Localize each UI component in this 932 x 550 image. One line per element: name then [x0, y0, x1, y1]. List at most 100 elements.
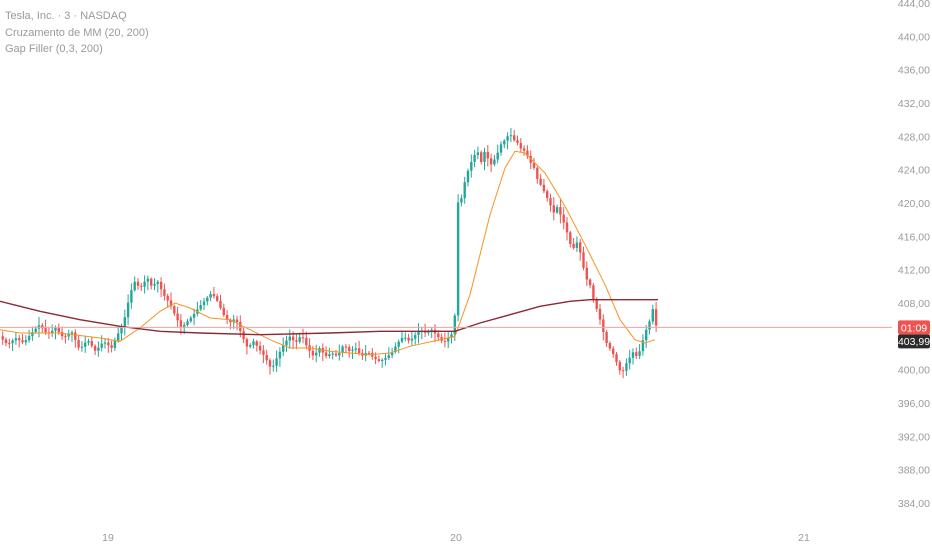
candle-body — [348, 347, 351, 351]
candle-body — [107, 342, 110, 346]
x-tick-label: 19 — [102, 532, 114, 544]
candle-body — [466, 170, 470, 183]
candle-body — [18, 338, 21, 341]
candle-body — [357, 348, 361, 353]
candle-body — [225, 315, 229, 320]
candle-body — [150, 278, 153, 286]
candle-body — [489, 158, 493, 165]
candle-body — [341, 346, 344, 353]
candle-body — [641, 340, 645, 352]
candle-body — [199, 305, 202, 310]
candle-body — [51, 330, 54, 334]
candle-body — [443, 340, 447, 342]
candle-body — [552, 205, 555, 213]
candle-body — [258, 345, 262, 351]
candle-body — [605, 331, 608, 344]
y-tick-label: 396,00 — [898, 398, 930, 410]
candle-body — [654, 309, 658, 326]
candle-body — [268, 360, 272, 367]
candle-body — [318, 348, 321, 353]
legend-symbol[interactable]: Tesla, Inc. · 3 · NASDAQ — [5, 10, 127, 22]
candle-body — [143, 281, 146, 287]
candle-body — [417, 330, 420, 336]
candle-body — [298, 337, 301, 342]
candle-body — [397, 341, 400, 347]
time-axis[interactable]: 19 20 21 — [102, 532, 810, 544]
candle-body — [542, 184, 546, 192]
candle-body — [70, 332, 74, 334]
candle-body — [572, 243, 575, 248]
candle-body — [503, 140, 506, 145]
candle-body — [291, 336, 295, 341]
candle-body — [506, 136, 509, 141]
candle-body — [394, 346, 397, 353]
candle-body — [387, 355, 390, 359]
candle-body — [473, 155, 476, 162]
y-tick-label: 420,00 — [898, 198, 930, 210]
candle-body — [496, 152, 499, 160]
candle-body — [615, 354, 618, 363]
candle-body — [77, 339, 80, 348]
candle-body — [57, 328, 60, 333]
candle-body — [140, 285, 143, 287]
candle-body — [493, 159, 496, 165]
candle-body — [612, 348, 615, 355]
candle-body — [265, 355, 268, 361]
candle-body — [645, 329, 648, 341]
candle-body — [206, 297, 209, 302]
candle-body — [595, 299, 598, 309]
last-price-label: 403,99 — [898, 336, 930, 348]
candle-body — [522, 148, 526, 151]
candle-body — [575, 242, 579, 248]
candle-body — [344, 346, 348, 348]
candle-body — [338, 352, 341, 356]
candle-body — [153, 283, 156, 286]
candle-body — [117, 333, 120, 341]
candle-body — [384, 358, 387, 360]
price-axis[interactable]: 444,00 440,00 436,00 432,00 428,00 424,00 420,… — [898, 0, 930, 510]
candle-body — [219, 300, 222, 308]
candle-body — [324, 352, 328, 357]
candle-body — [526, 150, 529, 156]
candle-body — [351, 349, 354, 351]
y-tick-label: 400,00 — [898, 365, 930, 377]
candle-body — [562, 214, 565, 223]
candle-body — [334, 353, 338, 356]
y-tick-label: 440,00 — [898, 31, 930, 43]
candle-body — [8, 343, 11, 345]
candle-body — [93, 345, 97, 351]
y-tick-label: 388,00 — [898, 465, 930, 477]
candle-body — [470, 161, 473, 171]
candle-body — [275, 358, 278, 366]
candle-body — [176, 313, 179, 321]
legend-indicator-gap[interactable]: Gap Filler (0,3, 200) — [5, 43, 103, 55]
candle-body — [272, 365, 275, 367]
y-tick-label: 384,00 — [898, 498, 930, 510]
candle-body — [222, 307, 225, 316]
candle-body — [97, 347, 100, 351]
candle-body — [516, 140, 519, 143]
candle-body — [159, 281, 163, 290]
candle-body — [608, 343, 612, 349]
candle-body — [295, 340, 298, 342]
legend-indicator-ma[interactable]: Cruzamento de MM (20, 200) — [5, 26, 149, 39]
candle-body — [229, 319, 232, 323]
candle-body — [555, 207, 559, 213]
candle-body — [311, 350, 315, 356]
candle-body — [239, 322, 242, 332]
candle-body — [136, 281, 140, 286]
candle-body — [21, 340, 24, 343]
candle-body — [400, 338, 404, 342]
candle-body — [532, 162, 536, 168]
candle-body — [216, 296, 219, 301]
candle-body — [377, 359, 381, 361]
candle-body — [621, 370, 625, 372]
y-tick-label: 428,00 — [898, 131, 930, 143]
candle-body — [559, 207, 562, 215]
candle-body — [367, 352, 371, 354]
y-tick-label: 436,00 — [898, 65, 930, 77]
candle-body — [437, 333, 440, 338]
candle-body — [146, 278, 150, 282]
candle-body — [282, 345, 285, 352]
